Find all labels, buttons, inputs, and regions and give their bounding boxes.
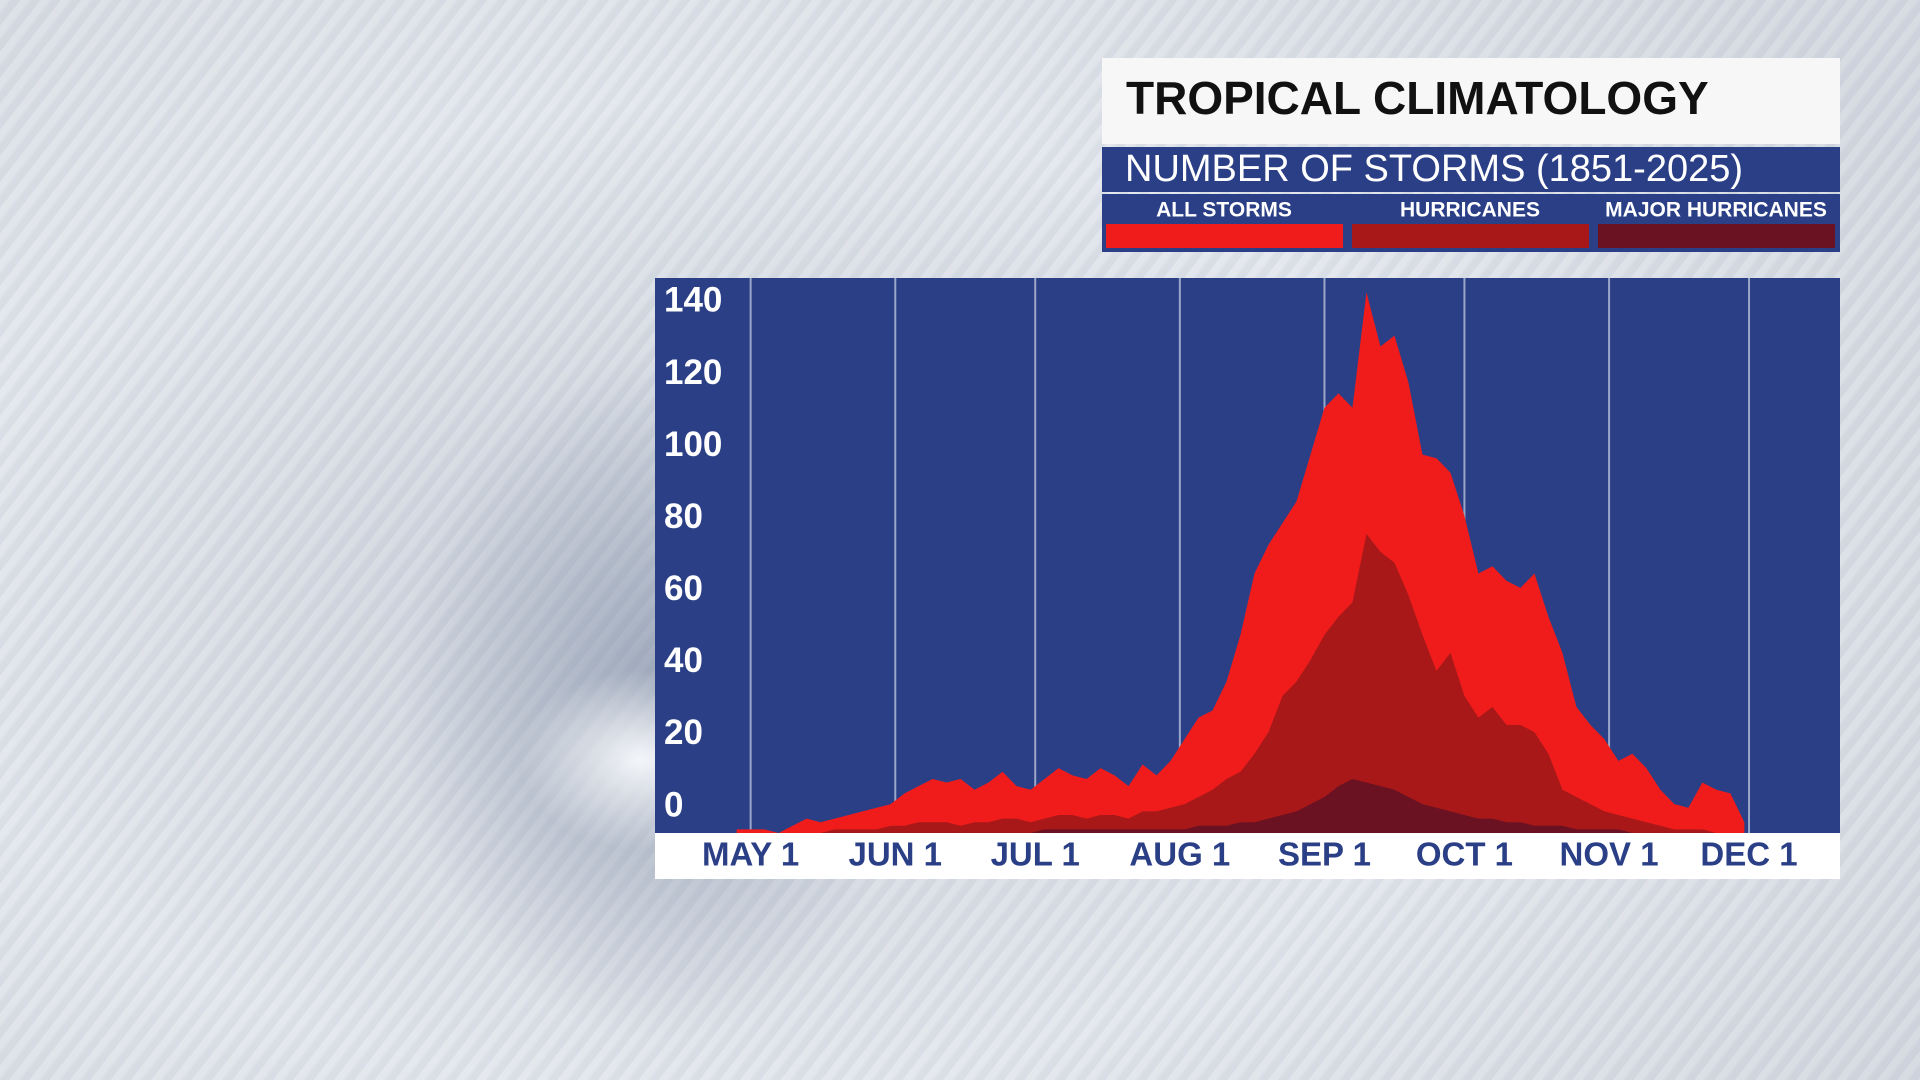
legend-label: ALL STORMS [1156, 199, 1292, 222]
y-tick-label: 40 [664, 641, 703, 680]
chart-title: TROPICAL CLIMATOLOGY [1126, 72, 1709, 124]
y-tick-label: 60 [664, 569, 703, 608]
subtitle-bar [1102, 147, 1840, 192]
y-tick-label: 80 [664, 497, 703, 536]
plot-layer [736, 278, 1751, 833]
legend-swatch [1598, 224, 1835, 248]
legend-swatch [1106, 224, 1343, 248]
area [736, 533, 1745, 833]
chart-subtitle: NUMBER OF STORMS (1851-2025) [1125, 148, 1743, 190]
x-tick-label: SEP 1 [1278, 836, 1371, 873]
area [736, 778, 1745, 833]
x-tick-label: NOV 1 [1560, 836, 1659, 873]
x-tick-label: OCT 1 [1416, 836, 1513, 873]
legend-swatch [1352, 224, 1589, 248]
y-tick-label: 120 [664, 353, 722, 392]
title-box [1102, 58, 1840, 144]
x-axis-strip [655, 833, 1840, 879]
legend-label: MAJOR HURRICANES [1605, 199, 1827, 222]
x-tick-label: JUN 1 [848, 836, 942, 873]
x-tick-label: DEC 1 [1700, 836, 1797, 873]
y-tick-label: 20 [664, 713, 703, 752]
x-tick-label: AUG 1 [1129, 836, 1230, 873]
y-tick-label: 140 [664, 281, 722, 320]
area [736, 292, 1745, 833]
x-tick-label: JUL 1 [991, 836, 1080, 873]
y-tick-label: 0 [664, 785, 683, 824]
x-tick-label: MAY 1 [702, 836, 799, 873]
y-tick-label: 100 [664, 425, 722, 464]
legend-label: HURRICANES [1400, 199, 1540, 222]
